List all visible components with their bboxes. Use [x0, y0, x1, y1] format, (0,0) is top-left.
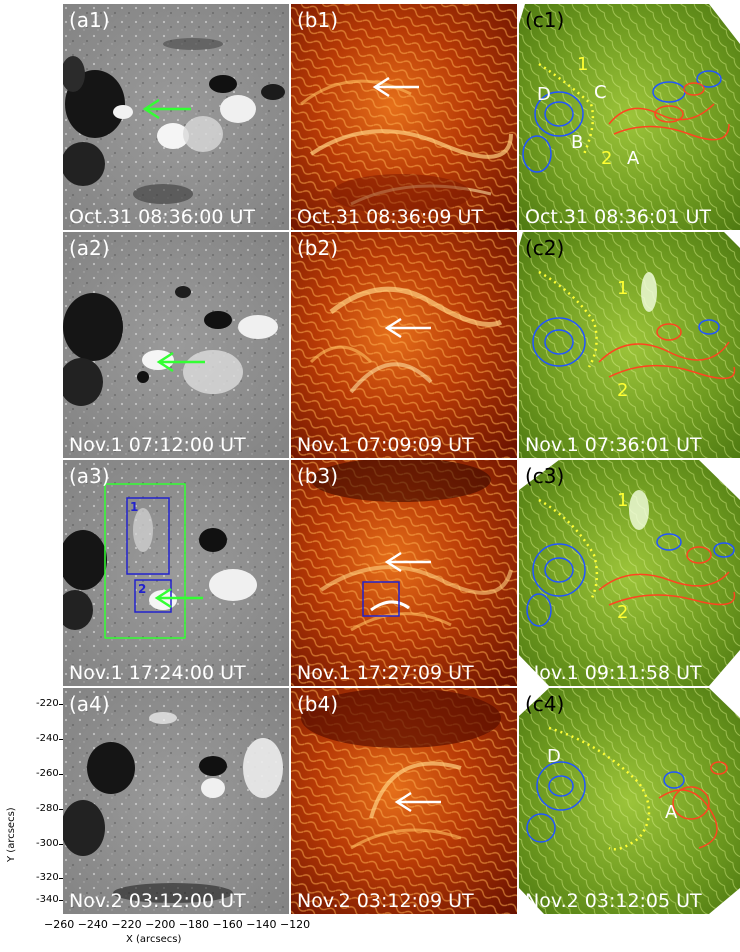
marker-2: 2 [617, 380, 629, 401]
y-tick [59, 878, 63, 879]
panel-timestamp: Nov.1 07:12:00 UT [69, 434, 246, 456]
panel-b2: (b2) Nov.1 07:09:09 UT [291, 232, 517, 458]
panel-timestamp: Nov.1 17:27:09 UT [297, 662, 474, 684]
marker-1: 1 [617, 278, 629, 299]
white-arrow-icon [372, 76, 419, 98]
chromosphere-image [519, 688, 740, 914]
panel-a1: (a1) Oct.31 08:36:00 UT [63, 4, 289, 230]
white-arrow-icon [384, 551, 431, 573]
panel-timestamp: Oct.31 08:36:00 UT [69, 206, 255, 228]
green-arrow-icon [142, 98, 191, 120]
panel-timestamp: Nov.1 07:36:01 UT [525, 434, 702, 456]
magnetogram-image [63, 232, 289, 458]
y-tick [59, 774, 63, 775]
panel-timestamp: Nov.1 07:09:09 UT [297, 434, 474, 456]
panel-label: (b4) [297, 692, 339, 716]
panel-label: (b3) [297, 464, 339, 488]
marker-2: 2 [601, 148, 613, 169]
region-box-2 [362, 581, 400, 617]
panel-label: (c2) [525, 236, 565, 260]
chromosphere-image [519, 460, 740, 686]
y-tick [59, 900, 63, 901]
panel-label: (c1) [525, 8, 565, 32]
panel-label: (a3) [69, 464, 110, 488]
y-tick-label: -240 [36, 733, 59, 744]
zoom-box [104, 483, 186, 639]
panel-timestamp: Nov.2 03:12:09 UT [297, 890, 474, 912]
white-arrow-icon [384, 317, 431, 339]
y-tick-label: -340 [36, 894, 59, 905]
panel-c3: 1 2 (c3) Nov.1 09:11:58 UT [519, 460, 740, 686]
euv-image [291, 460, 517, 686]
region-box-1 [126, 497, 170, 575]
euv-image [291, 688, 517, 914]
marker-D: D [547, 746, 561, 767]
panel-c4: D A (c4) Nov.2 03:12:05 UT [519, 688, 740, 914]
panel-b4: (b4) Nov.2 03:12:09 UT [291, 688, 517, 914]
euv-image [291, 4, 517, 230]
magnetogram-image [63, 4, 289, 230]
chromosphere-image [519, 232, 740, 458]
y-tick [59, 844, 63, 845]
y-axis-label: Y (arcsecs) [6, 807, 17, 862]
x-axis-label: X (arcsecs) [126, 934, 182, 945]
green-arrow-icon [154, 587, 203, 609]
marker-B: B [571, 132, 584, 153]
y-tick [59, 809, 63, 810]
y-tick [59, 739, 63, 740]
y-tick-label: -260 [36, 768, 59, 779]
x-tick-labels: −260 −240 −220 −200 −180 −160 −140 −120 [44, 918, 311, 931]
y-tick-label: -320 [36, 872, 59, 883]
y-tick-label: -220 [36, 698, 59, 709]
panel-timestamp: Nov.1 17:24:00 UT [69, 662, 246, 684]
panel-label: (b2) [297, 236, 339, 260]
panel-label: (a4) [69, 692, 110, 716]
panel-timestamp: Nov.1 09:11:58 UT [525, 662, 702, 684]
panel-c1: 1 C D B 2 A (c1) Oct.31 08:36:01 UT [519, 4, 740, 230]
panel-a3: 1 2 (a3) Nov.1 17:24:00 UT [63, 460, 289, 686]
marker-1: 1 [617, 490, 629, 511]
panel-b1: (b1) Oct.31 08:36:09 UT [291, 4, 517, 230]
marker-A: A [627, 148, 640, 169]
magnetogram-image [63, 688, 289, 914]
region-box-2-label: 2 [138, 582, 147, 596]
y-tick-label: -280 [36, 803, 59, 814]
marker-A: A [665, 802, 678, 823]
panel-a2: (a2) Nov.1 07:12:00 UT [63, 232, 289, 458]
chromosphere-image [519, 4, 740, 230]
panel-c2: 1 2 (c2) Nov.1 07:36:01 UT [519, 232, 740, 458]
region-box-2 [134, 579, 172, 613]
panel-timestamp: Oct.31 08:36:01 UT [525, 206, 711, 228]
panel-timestamp: Nov.2 03:12:05 UT [525, 890, 702, 912]
panel-label: (b1) [297, 8, 339, 32]
marker-2: 2 [617, 602, 629, 623]
euv-image [291, 232, 517, 458]
panel-label: (a1) [69, 8, 110, 32]
panel-timestamp: Oct.31 08:36:09 UT [297, 206, 483, 228]
panel-label: (a2) [69, 236, 110, 260]
white-arrow-icon [394, 791, 441, 813]
marker-D: D [537, 84, 551, 105]
marker-C: C [594, 82, 607, 103]
y-tick [59, 704, 63, 705]
panel-b3: (b3) Nov.1 17:27:09 UT [291, 460, 517, 686]
panel-timestamp: Nov.2 03:12:00 UT [69, 890, 246, 912]
panel-a4: (a4) Nov.2 03:12:00 UT [63, 688, 289, 914]
panel-label: (c3) [525, 464, 565, 488]
panel-label: (c4) [525, 692, 565, 716]
magnetogram-image [63, 460, 289, 686]
region-box-1-label: 1 [130, 500, 139, 514]
green-arrow-icon [156, 351, 205, 373]
marker-1: 1 [577, 54, 589, 75]
y-tick-label: -300 [36, 838, 59, 849]
